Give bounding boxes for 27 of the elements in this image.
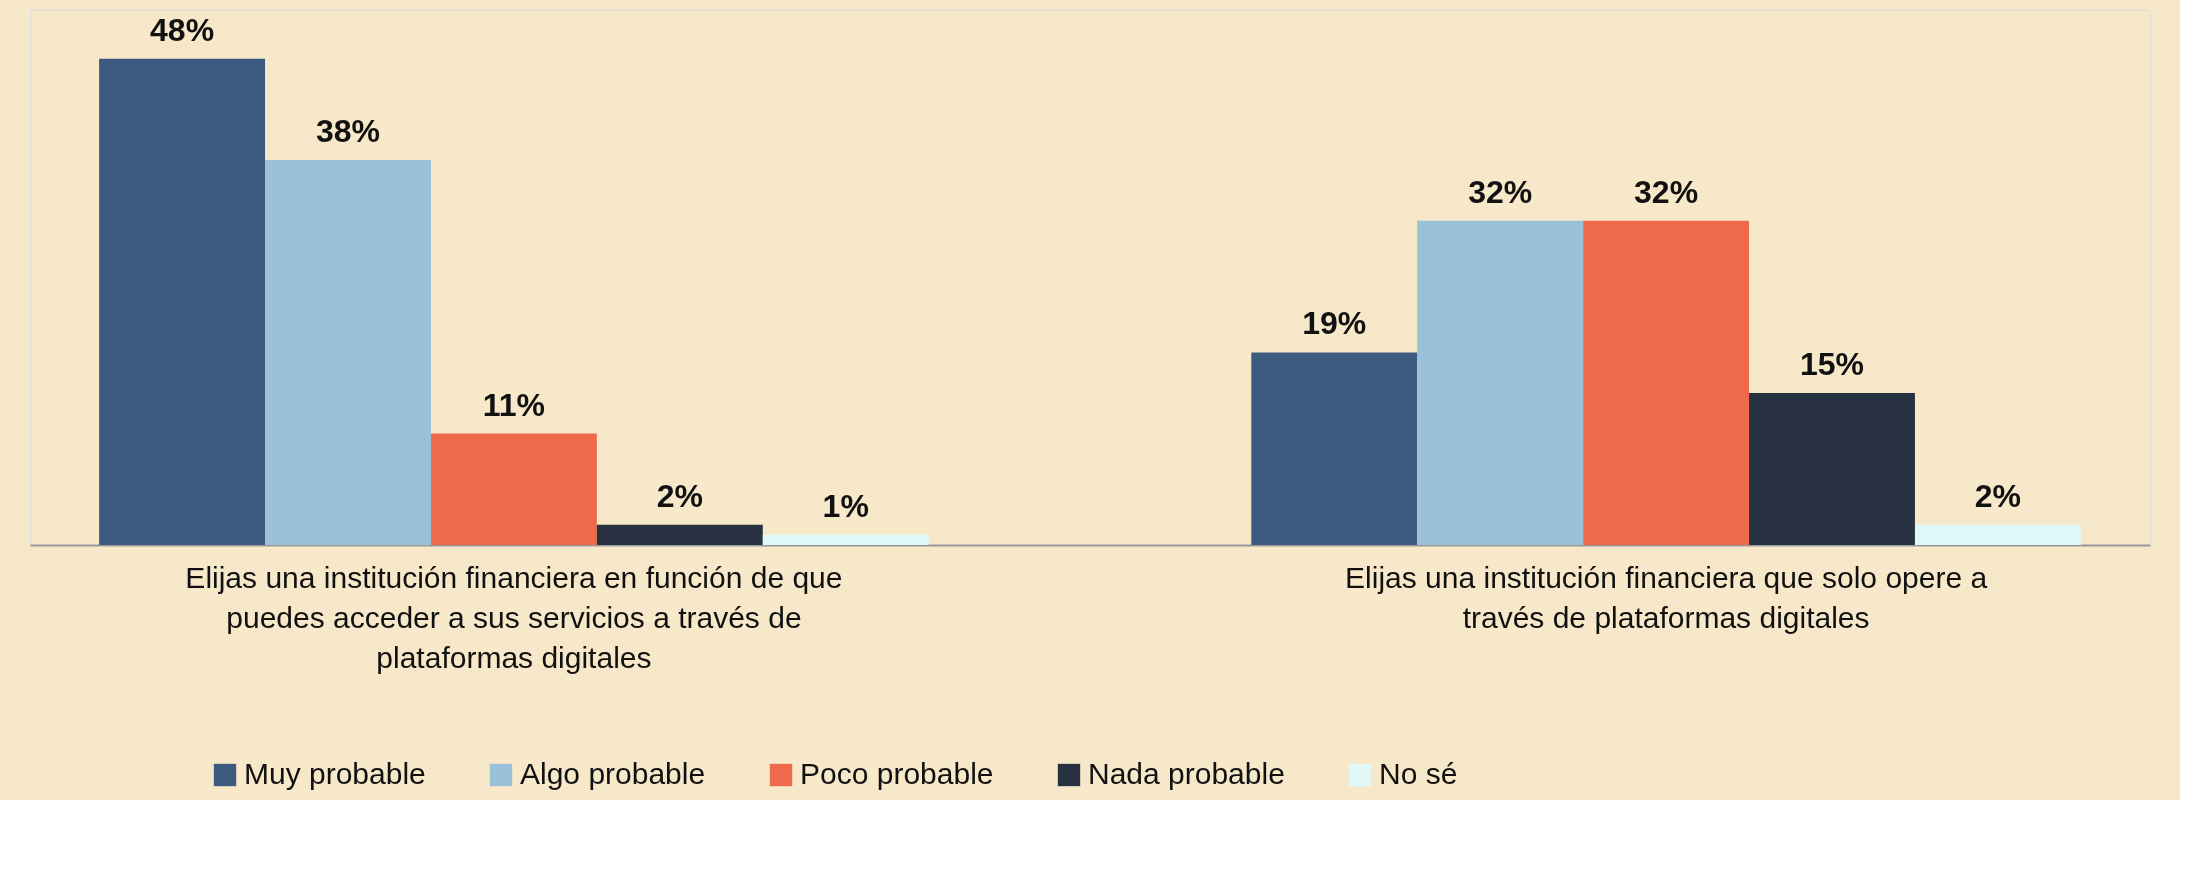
bar	[762, 534, 929, 545]
data-label: 11%	[482, 386, 546, 423]
data-label: 38%	[315, 112, 381, 149]
legend-label: Algo probable	[520, 757, 706, 790]
bar	[1251, 352, 1418, 545]
data-label: 32%	[1468, 173, 1533, 210]
bar	[596, 524, 763, 545]
data-label: 2%	[1974, 477, 2022, 514]
bar	[1417, 220, 1584, 545]
bar	[99, 58, 266, 545]
data-label: 1%	[822, 487, 869, 524]
bar	[1914, 524, 2081, 545]
data-label: 19%	[1302, 305, 1367, 342]
data-label: 2%	[656, 477, 703, 514]
data-label: 48%	[150, 11, 215, 48]
x-tick-label: Elijas una institución financiera en función de que puedes acceder a sus servicios a través de plataformas digitales	[185, 560, 843, 674]
legend-label: Poco probable	[800, 757, 994, 790]
bar	[1583, 220, 1750, 545]
bar	[265, 159, 431, 545]
data-label: 32%	[1634, 173, 1699, 210]
bar	[430, 433, 597, 545]
data-label: 15%	[1799, 346, 1865, 383]
legend-label: Muy probable	[244, 757, 426, 790]
bar	[1749, 393, 1915, 545]
legend-label: No sé	[1379, 757, 1458, 790]
legend-label: Nada probable	[1088, 757, 1285, 790]
x-tick-label: Elijas una institución financiera que solo opere a través de plataformas digitales	[1345, 560, 1988, 634]
